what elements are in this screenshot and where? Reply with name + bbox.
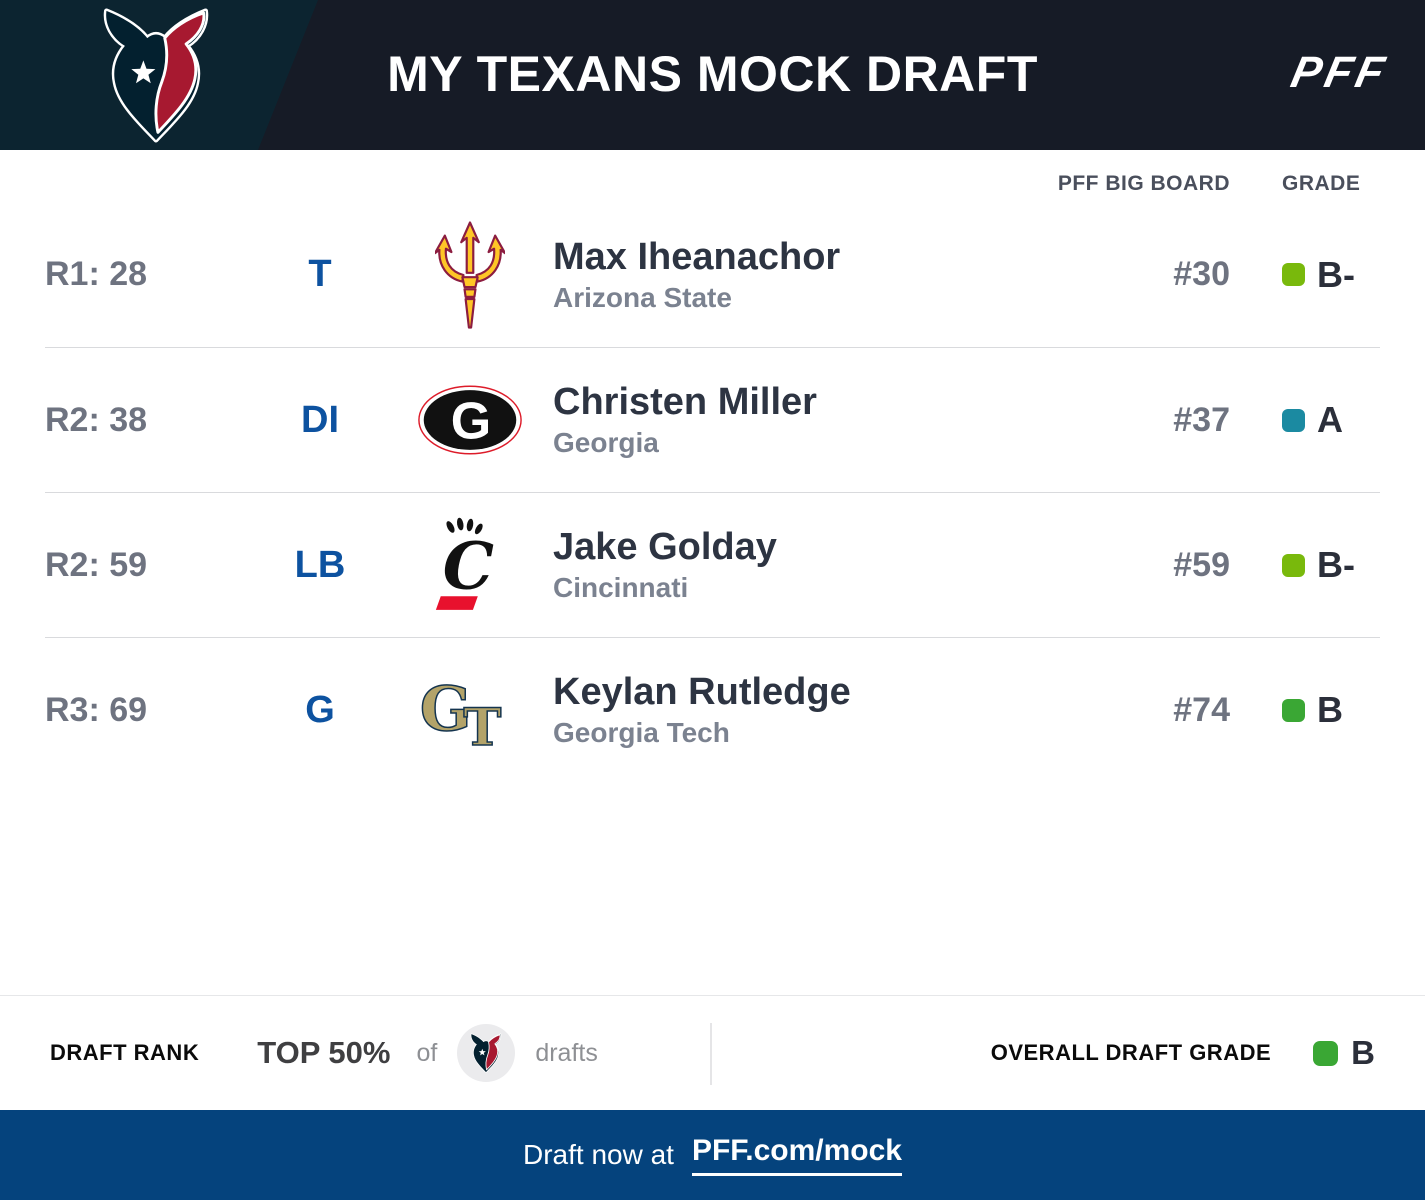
svg-text:C: C: [443, 529, 494, 604]
big-board-rank: #74: [1173, 690, 1230, 729]
column-header-grade: GRADE: [1282, 172, 1361, 195]
grade-color-badge: [1282, 263, 1305, 286]
grade-letter: B-: [1317, 253, 1355, 295]
houston-texans-bull-icon: [467, 1033, 505, 1073]
table-row: R3: 69 G G T Keylan Rutledge Georgia Tec…: [45, 637, 1380, 782]
grade-cell: A: [1230, 399, 1380, 441]
grade-color-badge: [1282, 408, 1305, 432]
draft-rank-label: DRAFT RANK: [50, 1040, 200, 1065]
header: MY TEXANS MOCK DRAFT PFF: [0, 0, 1425, 150]
grade-cell: B-: [1230, 544, 1380, 586]
player-school: Cincinnati: [553, 572, 689, 603]
draft-table: PFF BIG BOARD GRADE R1: 28 T: [0, 150, 1425, 995]
overall-grade-group: OVERALL DRAFT GRADE B: [991, 1034, 1375, 1072]
position-label: T: [308, 253, 332, 295]
georgia-g-icon: G: [418, 385, 522, 455]
footer-divider: [710, 1023, 712, 1085]
pick-label: R3: 69: [45, 690, 148, 729]
cta-bar: Draft now at PFF.com/mock: [0, 1110, 1425, 1200]
big-board-rank: #59: [1173, 545, 1230, 584]
arizona-state-pitchfork-icon: [435, 220, 505, 329]
cta-prefix: Draft now at: [522, 1139, 674, 1170]
pff-logo: PFF: [1286, 48, 1393, 97]
svg-text:G: G: [451, 392, 491, 450]
grade-letter: B: [1317, 689, 1343, 730]
summary-footer: DRAFT RANK TOP 50% of drafts OVERALL DRA…: [0, 995, 1425, 1110]
player-school: Arizona State: [553, 281, 732, 313]
player-name: Jake Golday: [553, 526, 777, 569]
pick-label: R2: 38: [45, 400, 148, 439]
team-badge: [457, 1024, 516, 1082]
draft-rank-value: TOP 50%: [257, 1035, 391, 1070]
svg-text:G: G: [420, 674, 472, 745]
position-label: DI: [301, 398, 339, 441]
table-row: R2: 59 LB C Jake Golday Cincinnati: [45, 492, 1380, 637]
player-school: Georgia: [553, 427, 659, 458]
big-board-rank: #30: [1173, 255, 1230, 293]
column-header-big-board: PFF BIG BOARD: [1057, 172, 1230, 195]
grade-cell: B-: [1230, 254, 1380, 296]
player-name: Max Iheanachor: [553, 235, 841, 278]
overall-grade-letter: B: [1351, 1034, 1375, 1071]
position-label: LB: [294, 543, 346, 586]
table-row: R1: 28 T Max Iheanachor Arizona State: [45, 202, 1380, 347]
svg-text:T: T: [463, 698, 501, 749]
cta-link[interactable]: PFF.com/mock: [691, 1134, 902, 1176]
grade-cell: B: [1230, 689, 1380, 731]
pick-label: R1: 28: [45, 255, 148, 293]
cincinnati-c-paw-icon: C: [435, 517, 494, 610]
draft-rank-of: of: [416, 1038, 438, 1067]
grade-color-badge: [1282, 553, 1305, 577]
player-name: Christen Miller: [553, 381, 817, 424]
table-header-row: PFF BIG BOARD GRADE: [45, 150, 1380, 202]
player-school: Georgia Tech: [553, 717, 730, 748]
position-label: G: [305, 688, 335, 731]
georgia-tech-gt-icon: G T: [419, 673, 502, 749]
grade-letter: B-: [1317, 544, 1355, 585]
player-name: Keylan Rutledge: [553, 671, 851, 714]
overall-grade-color-badge: [1313, 1040, 1339, 1066]
pick-label: R2: 59: [45, 545, 148, 584]
big-board-rank: #37: [1173, 400, 1230, 439]
table-row: R2: 38 DI G Christen Miller Georgia #37 …: [45, 347, 1380, 492]
grade-color-badge: [1282, 698, 1305, 722]
draft-rank-suffix: drafts: [535, 1038, 598, 1067]
grade-letter: A: [1317, 399, 1343, 440]
overall-grade-label: OVERALL DRAFT GRADE: [990, 1040, 1272, 1065]
page-title: MY TEXANS MOCK DRAFT: [387, 45, 1038, 102]
